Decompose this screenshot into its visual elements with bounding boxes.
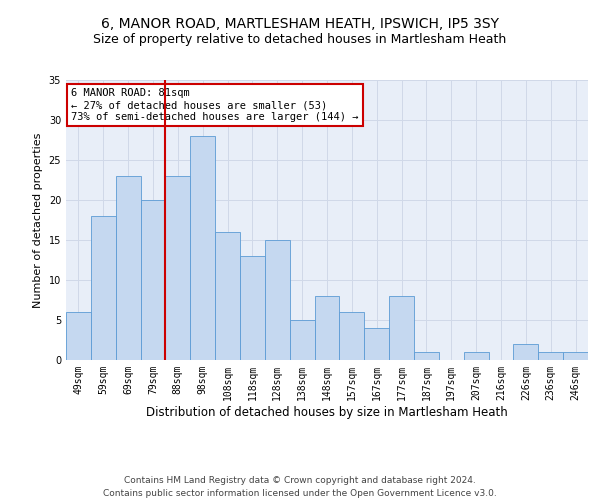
Y-axis label: Number of detached properties: Number of detached properties <box>33 132 43 308</box>
Bar <box>190 136 215 360</box>
Text: Size of property relative to detached houses in Martlesham Heath: Size of property relative to detached ho… <box>94 32 506 46</box>
Bar <box>389 296 414 360</box>
Text: 6, MANOR ROAD, MARTLESHAM HEATH, IPSWICH, IP5 3SY: 6, MANOR ROAD, MARTLESHAM HEATH, IPSWICH… <box>101 18 499 32</box>
Text: Contains HM Land Registry data © Crown copyright and database right 2024.
Contai: Contains HM Land Registry data © Crown c… <box>103 476 497 498</box>
Bar <box>166 176 190 360</box>
Bar <box>364 328 389 360</box>
Bar <box>290 320 314 360</box>
Bar <box>215 232 240 360</box>
X-axis label: Distribution of detached houses by size in Martlesham Heath: Distribution of detached houses by size … <box>146 406 508 418</box>
Bar <box>563 352 588 360</box>
Bar <box>240 256 265 360</box>
Bar <box>340 312 364 360</box>
Bar <box>91 216 116 360</box>
Bar <box>265 240 290 360</box>
Bar <box>314 296 340 360</box>
Bar <box>140 200 166 360</box>
Bar <box>538 352 563 360</box>
Bar <box>414 352 439 360</box>
Bar <box>464 352 488 360</box>
Text: 6 MANOR ROAD: 81sqm
← 27% of detached houses are smaller (53)
73% of semi-detach: 6 MANOR ROAD: 81sqm ← 27% of detached ho… <box>71 88 359 122</box>
Bar <box>514 344 538 360</box>
Bar <box>66 312 91 360</box>
Bar <box>116 176 140 360</box>
